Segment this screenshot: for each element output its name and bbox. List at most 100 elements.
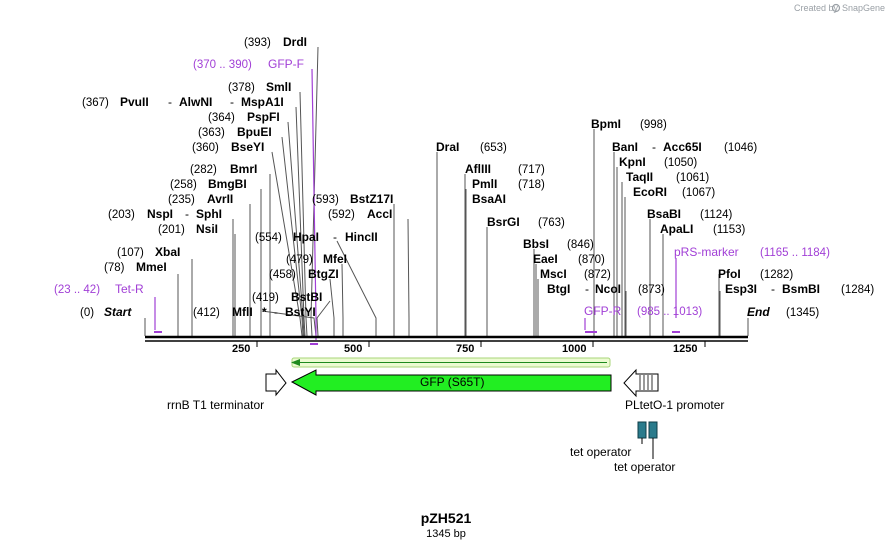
msci-label: MscI bbox=[540, 267, 567, 281]
created-by-text: Created by bbox=[794, 3, 839, 13]
btgi-label: BtgI bbox=[547, 282, 570, 296]
bpmi-label: BpmI bbox=[591, 117, 621, 131]
mfli-label: MflI bbox=[232, 305, 253, 319]
eaei-label: EaeI bbox=[533, 252, 558, 266]
alwni-label: AlwNI bbox=[179, 95, 212, 109]
mfei-pos: (479) bbox=[286, 254, 313, 266]
bmri-label: BmrI bbox=[230, 162, 257, 176]
smli-label: SmlI bbox=[266, 80, 291, 94]
bstbi-line bbox=[316, 300, 331, 337]
bstz17i-label: BstZ17I bbox=[350, 192, 393, 206]
bsmbi-pos: (1284) bbox=[841, 284, 874, 296]
tet-operator-1-box[interactable] bbox=[637, 421, 647, 439]
tet-r-label: Tet-R bbox=[115, 282, 144, 296]
smli-line bbox=[299, 91, 308, 337]
tet-operator-2-box[interactable] bbox=[648, 421, 658, 439]
acci-line bbox=[407, 218, 410, 336]
pmli-label: PmlI bbox=[472, 177, 497, 191]
drai-label: DraI bbox=[436, 140, 459, 154]
prs-marker-range: (1165 .. 1184) bbox=[760, 247, 830, 259]
bsmbi-label: BsmBI bbox=[782, 282, 820, 296]
plasmid-length: 1345 bp bbox=[426, 528, 466, 540]
ruler-ticks bbox=[256, 341, 706, 347]
bseyi-label: BseYI bbox=[231, 140, 264, 154]
prs-marker-label: pRS-marker bbox=[674, 245, 739, 259]
acc65i-pos: (1046) bbox=[724, 142, 757, 154]
mfli-pos: (412) bbox=[193, 307, 220, 319]
btgzi-line bbox=[329, 278, 335, 336]
end-label: End bbox=[747, 305, 770, 319]
bstz17i-pos: (593) bbox=[312, 194, 339, 206]
tet-r-range: (23 .. 42) bbox=[54, 284, 100, 296]
drai-pos: (653) bbox=[480, 142, 507, 154]
hpai-line bbox=[336, 240, 377, 336]
esp3i-bsmbi-sep: - bbox=[771, 282, 775, 296]
gfp-f-range: (370 .. 390) bbox=[193, 59, 252, 71]
bsabi-pos: (1124) bbox=[700, 209, 733, 221]
gfp-translation-track bbox=[291, 357, 611, 368]
mfli-bstyi-sep: - bbox=[274, 305, 278, 319]
bmri-pos: (282) bbox=[190, 164, 217, 176]
bsabi-label: BsaBI bbox=[647, 207, 681, 221]
bpmi-pos: (998) bbox=[640, 119, 667, 131]
tet-operator-2-label: tet operator bbox=[614, 460, 675, 474]
bani-acc65i-sep: - bbox=[652, 140, 656, 154]
bmgbi-pos: (258) bbox=[170, 179, 197, 191]
hpai-label: HpaI bbox=[293, 230, 319, 244]
xbai-pos: (107) bbox=[117, 247, 144, 259]
ruler-500: 500 bbox=[344, 343, 362, 355]
cut-site-lines bbox=[144, 46, 749, 337]
hpai-pos: (554) bbox=[255, 232, 282, 244]
ruler-250: 250 bbox=[232, 343, 250, 355]
start-pos: (0) bbox=[80, 307, 94, 319]
ruler-750: 750 bbox=[456, 343, 474, 355]
primer-markers bbox=[154, 331, 680, 345]
smli-pos: (378) bbox=[228, 82, 255, 94]
esp3i-label: Esp3I bbox=[725, 282, 757, 296]
ecori-pos: (1067) bbox=[682, 187, 715, 199]
mfei-line bbox=[341, 263, 344, 336]
acci-label: AccI bbox=[367, 207, 392, 221]
mmei-label: MmeI bbox=[136, 260, 167, 274]
hpai-hincii-sep: - bbox=[333, 230, 337, 244]
drdi-pos: (393) bbox=[244, 37, 271, 49]
pltet-promoter-arrow[interactable] bbox=[623, 368, 659, 398]
drdi-label: DrdI bbox=[283, 35, 307, 49]
gfp-arrow[interactable] bbox=[290, 369, 612, 396]
taqii-pos: (1061) bbox=[676, 172, 709, 184]
mmei-pos: (78) bbox=[104, 262, 125, 274]
afliii-pos: (717) bbox=[518, 164, 545, 176]
mspa1i-label: MspA1I bbox=[241, 95, 284, 109]
avrii-label: AvrII bbox=[207, 192, 233, 206]
bseyi-line bbox=[271, 151, 303, 337]
start-label: Start bbox=[104, 305, 132, 319]
bani-label: BanI bbox=[612, 140, 638, 154]
pspfi-line bbox=[287, 121, 305, 337]
end-pos: (1345) bbox=[786, 307, 819, 319]
acc65i-label: Acc65I bbox=[663, 140, 702, 154]
gfp-r-label: GFP-R bbox=[584, 304, 622, 318]
taqii-label: TaqII bbox=[626, 170, 653, 184]
ncoi-pos: (873) bbox=[638, 284, 665, 296]
mfli-line bbox=[261, 310, 317, 337]
gfp-f-line bbox=[311, 68, 317, 340]
bsrgi-label: BsrGI bbox=[487, 215, 520, 229]
apali-pos: (1153) bbox=[713, 224, 746, 236]
ecori-label: EcoRI bbox=[633, 185, 667, 199]
mfei-label: MfeI bbox=[323, 252, 347, 266]
pspfi-pos: (364) bbox=[208, 112, 235, 124]
kpni-label: KpnI bbox=[619, 155, 646, 169]
nspi-pos: (203) bbox=[108, 209, 135, 221]
bbsi-pos: (846) bbox=[567, 239, 594, 251]
kpni-pos: (1050) bbox=[664, 157, 697, 169]
bseyi-pos: (360) bbox=[192, 142, 219, 154]
pfoi-label: PfoI bbox=[718, 267, 741, 281]
ncoi-label: NcoI bbox=[595, 282, 621, 296]
rrnb-terminator-arrow[interactable] bbox=[265, 368, 287, 397]
pvuii-label: PvuII bbox=[120, 95, 149, 109]
bbsi-label: BbsI bbox=[523, 237, 549, 251]
nsii-label: NsiI bbox=[196, 222, 218, 236]
bstyi-label: BstYI bbox=[285, 305, 316, 319]
nsii-pos: (201) bbox=[158, 224, 185, 236]
